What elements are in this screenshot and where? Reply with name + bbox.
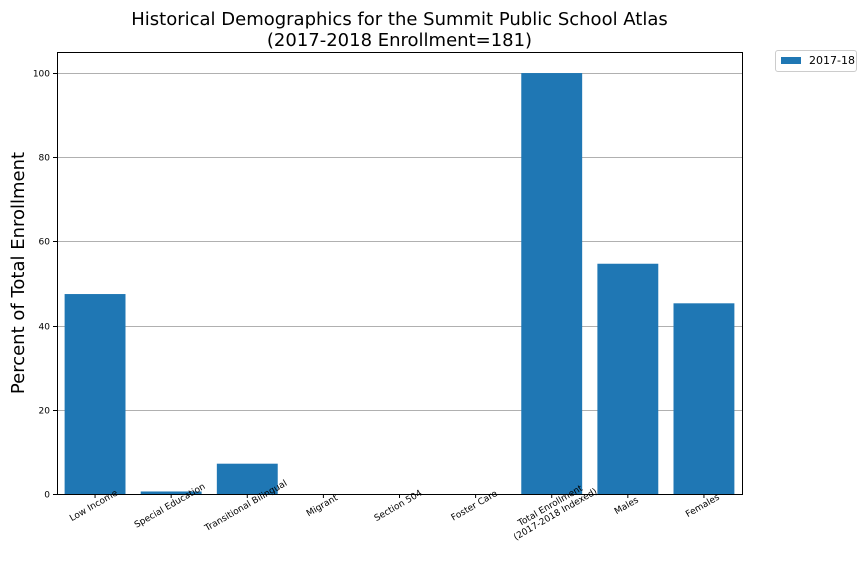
x-tick-label: Males (613, 495, 641, 517)
legend-swatch-2017-18 (781, 57, 801, 64)
y-tick-label-100: 100 (33, 70, 50, 80)
legend-label-2017-18: 2017-18 (809, 54, 855, 67)
y-tick-label-60: 60 (39, 238, 51, 248)
x-tick-label: Section 504 (373, 488, 425, 524)
y-tick-label-0: 0 (44, 491, 50, 501)
bar-special-education (140, 491, 202, 494)
chart-title-line-1: Historical Demographics for the Summit P… (131, 9, 668, 30)
x-tick-label: Migrant (305, 493, 340, 519)
x-tick-label: Special Education (133, 482, 207, 531)
bar-low-income (64, 294, 126, 494)
y-tick-label-80: 80 (39, 154, 51, 164)
bar-transitional-bilingual (216, 463, 278, 494)
y-tick-label-20: 20 (39, 407, 51, 417)
y-axis-label: Percent of Total Enrollment (8, 152, 29, 394)
legend: 2017-18 (775, 50, 857, 72)
bar-females (673, 303, 735, 494)
bars (64, 73, 735, 495)
y-tick-label-40: 40 (39, 323, 51, 333)
chart-title-line-2: (2017-2018 Enrollment=181) (266, 30, 533, 51)
bar-total-enrollment-2017-2018-indexed- (521, 73, 583, 495)
bar-males (597, 263, 659, 494)
y-axis-ticks: 0 20 40 60 80 100 (33, 70, 57, 501)
x-tick-label: Females (684, 492, 722, 519)
